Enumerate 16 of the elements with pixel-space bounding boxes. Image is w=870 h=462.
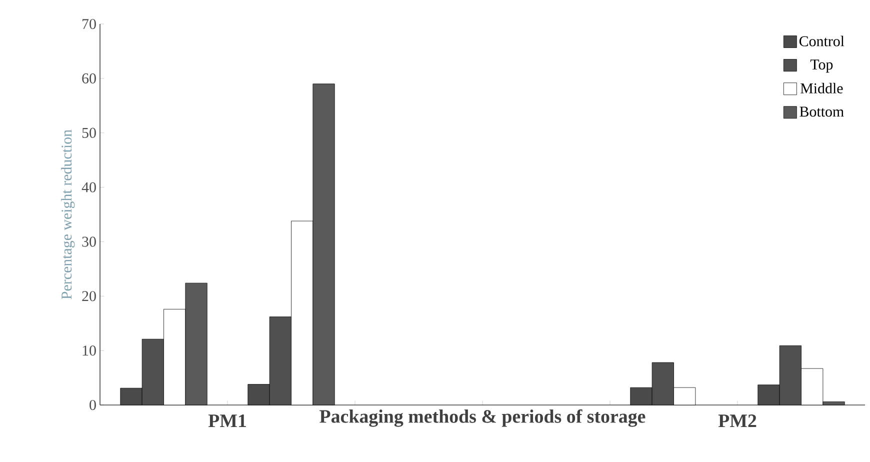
y-tick-label: 70	[82, 18, 96, 30]
y-tick-label: 30	[82, 236, 96, 247]
y-axis-title: Percentage weight reduction	[61, 130, 75, 300]
x-axis-title: Packaging methods & periods of storage	[320, 409, 646, 427]
legend-label: Control	[799, 36, 844, 46]
y-tick-label: 60	[82, 73, 96, 84]
legend-label: Top	[810, 60, 833, 73]
y-tick-label: 50	[82, 128, 96, 138]
y-tick-label: 40	[82, 182, 96, 192]
legend-label: Bottom	[800, 106, 844, 117]
legend-label: Middle	[800, 82, 843, 94]
y-tick-label: 0	[90, 400, 96, 410]
text: PM2	[718, 414, 756, 428]
y-tick-label: 20	[82, 291, 96, 302]
text: PM1	[208, 414, 246, 427]
y-tick-label: 10	[82, 346, 96, 356]
